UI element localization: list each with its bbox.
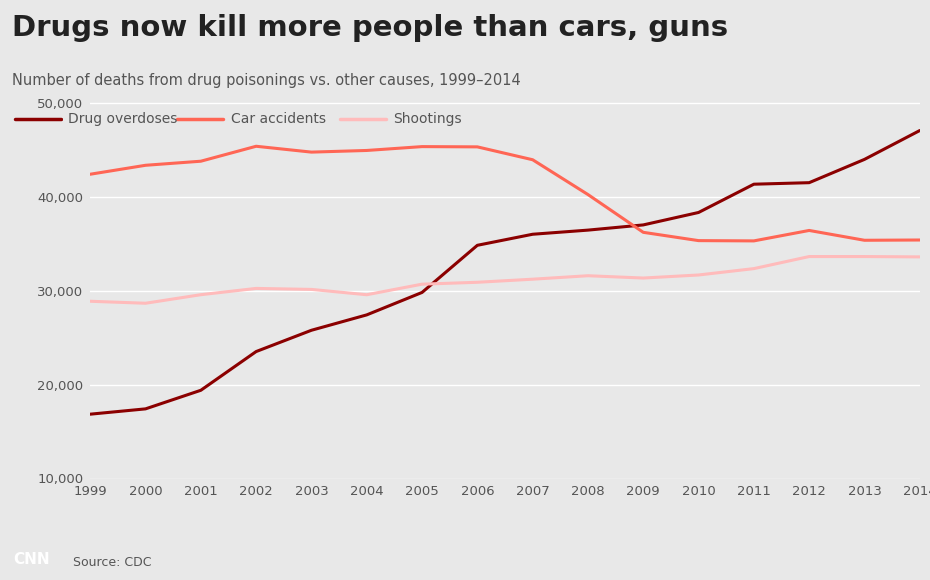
Text: Drugs now kill more people than cars, guns: Drugs now kill more people than cars, gu… <box>12 14 728 42</box>
Text: Source: CDC: Source: CDC <box>73 556 151 569</box>
Text: Car accidents: Car accidents <box>231 112 326 126</box>
Text: Shootings: Shootings <box>393 112 462 126</box>
Text: CNN: CNN <box>13 552 50 567</box>
Text: Number of deaths from drug poisonings vs. other causes, 1999–2014: Number of deaths from drug poisonings vs… <box>12 72 521 88</box>
Text: Drug overdoses: Drug overdoses <box>68 112 178 126</box>
